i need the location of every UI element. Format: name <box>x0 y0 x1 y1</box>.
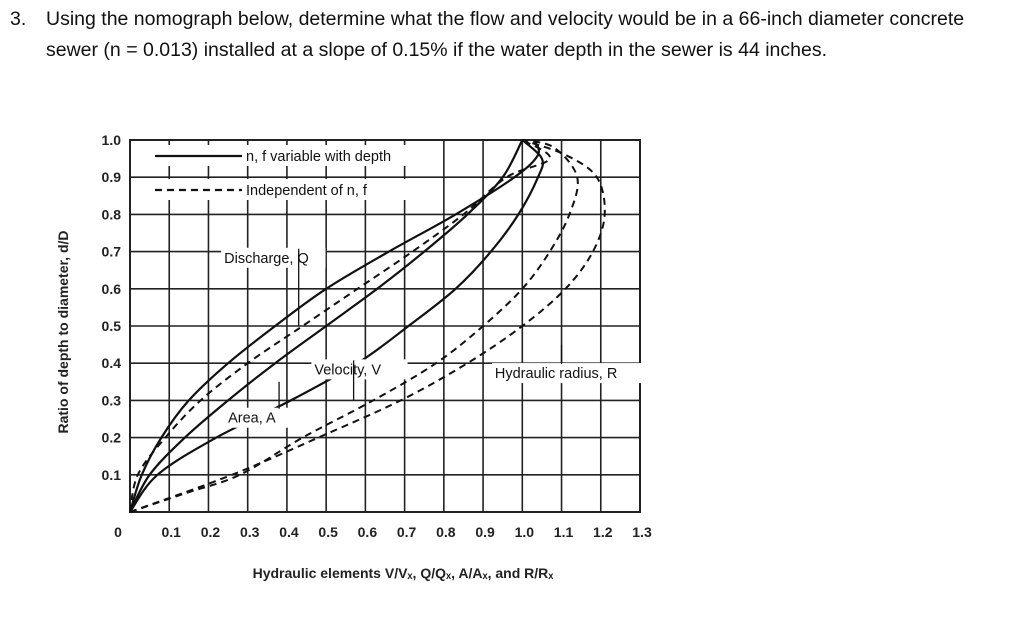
annotation-discharge-q: Discharge, Q <box>224 251 309 267</box>
x-tick-label: 0.9 <box>475 524 495 540</box>
x-tick-label: 0.7 <box>397 524 417 540</box>
y-tick-label: 0.8 <box>102 206 122 222</box>
y-tick-label: 1.0 <box>102 132 122 148</box>
annotation-velocity-v: Velocity, V <box>314 362 381 378</box>
x-tick-label: 0.2 <box>201 524 221 540</box>
x-tick-label: 0 <box>114 524 122 540</box>
x-tick-label: 1.3 <box>632 524 652 540</box>
series-velocity-v-dashed <box>129 139 579 513</box>
y-tick-label: 0.5 <box>102 318 122 334</box>
x-tick-label: 0.8 <box>436 524 456 540</box>
series-velocity-v-solid <box>129 139 545 513</box>
series-discharge-q-dashed <box>129 139 551 513</box>
question-number: 3. <box>10 8 27 30</box>
y-axis-label: Ratio of depth to diameter, d/D <box>55 230 71 433</box>
y-tick-label: 0.1 <box>102 467 122 483</box>
annotation-area-a: Area, A <box>228 411 276 427</box>
legend-background <box>150 145 408 166</box>
legend-background <box>150 179 408 200</box>
x-tick-label: 0.1 <box>161 524 181 540</box>
legend: n, f variable with depth Independent of n… <box>150 145 408 200</box>
legend-label: Independent of n, f <box>246 183 368 199</box>
y-tick-label: 0.4 <box>102 355 122 371</box>
annotation-background-velocity-v <box>311 359 408 380</box>
y-tick-label: 0.9 <box>102 169 122 185</box>
x-tick-label: 0.6 <box>358 524 378 540</box>
x-tick-label: 1.0 <box>515 524 535 540</box>
series-hydraulic-radius-r-dashed <box>129 139 606 513</box>
x-axis-label: Hydraulic elements V/Vₓ, Q/Qₓ, A/Aₓ, and… <box>253 565 555 581</box>
x-tick-label: 1.2 <box>593 524 613 540</box>
y-tick-label: 0.6 <box>102 281 122 297</box>
annotation-hydraulic-radius-r: Hydraulic radius, R <box>495 366 618 382</box>
x-tick-label: 0.5 <box>318 524 338 540</box>
annotation-background-discharge-q <box>221 247 326 268</box>
series-area-a-solid <box>129 139 524 513</box>
y-tick-label: 0.2 <box>102 430 122 446</box>
y-tick-label: 0.3 <box>102 392 122 408</box>
annotation-background-hydraulic-radius-r <box>491 363 654 384</box>
annotation-background-area-a <box>225 407 289 428</box>
x-tick-label: 0.3 <box>240 524 260 540</box>
legend-label: n, f variable with depth <box>246 149 391 165</box>
x-tick-label: 1.1 <box>554 524 574 540</box>
question-text: Using the nomograph below, determine wha… <box>46 8 965 61</box>
x-tick-label: 0.4 <box>279 524 299 540</box>
series-discharge-q-solid <box>128 139 540 513</box>
y-tick-label: 0.7 <box>102 244 122 260</box>
